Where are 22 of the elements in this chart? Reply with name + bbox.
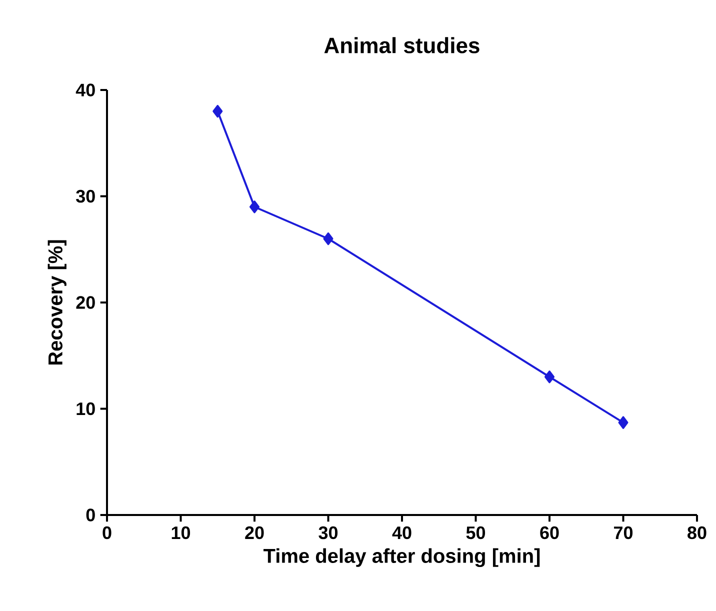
x-tick-label: 50 (466, 526, 486, 540)
point (618, 416, 628, 429)
x-tick-label: 80 (688, 526, 706, 540)
y-axis-title: Recovery [%] (48, 240, 66, 365)
x-tick-label: 20 (245, 526, 264, 540)
x-tick-label: 0 (102, 526, 112, 540)
y-tick-label: 20 (76, 296, 95, 309)
x-tick-label: 70 (614, 526, 633, 540)
y-tick-label: 0 (86, 508, 95, 522)
x-tick-label: 10 (172, 526, 190, 540)
point (250, 200, 260, 214)
point (544, 370, 554, 384)
y-tick-label: 40 (76, 84, 95, 96)
x-tick-label: 60 (540, 526, 559, 540)
point (323, 232, 334, 246)
y-tick-label: 30 (76, 190, 95, 203)
x-axis-title: Time delay after dosing [min] (264, 548, 540, 568)
x-tick-label: 40 (392, 526, 412, 540)
chart-title: Animal studies (324, 37, 480, 54)
y-tick-label: 10 (76, 402, 95, 416)
point (212, 104, 223, 118)
x-tick-label: 30 (318, 526, 338, 540)
